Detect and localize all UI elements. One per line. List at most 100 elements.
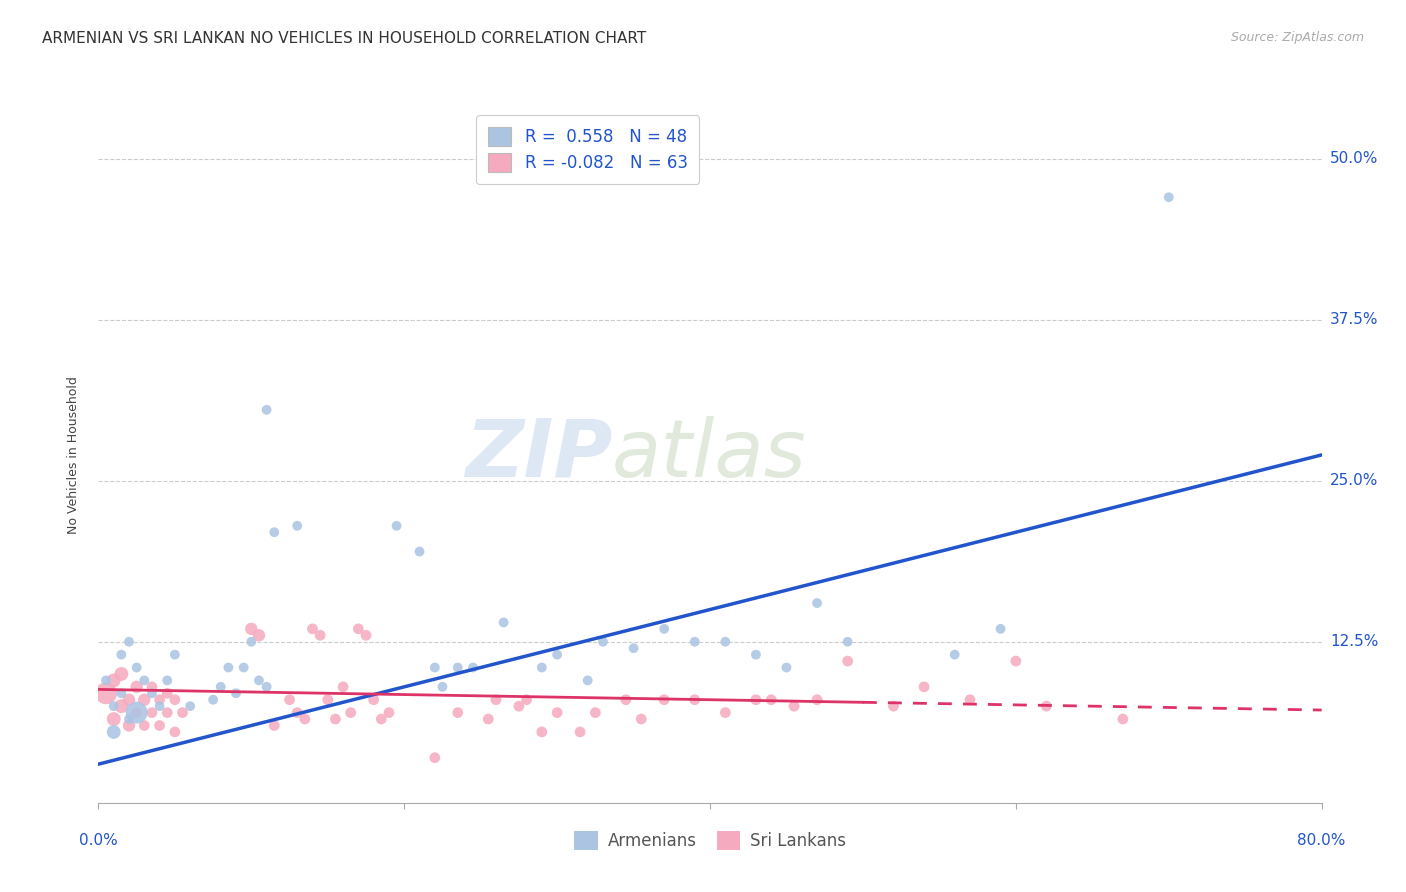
Point [339,706,361,720]
Point [94,673,117,688]
Point [516,692,538,706]
Point [378,706,401,720]
Point [247,628,270,642]
Point [569,725,592,739]
Point [332,680,354,694]
Point [652,692,675,706]
Point [408,544,430,558]
Point [103,699,125,714]
Point [103,673,125,688]
Point [285,706,308,720]
Point [156,686,179,700]
Point [217,660,239,674]
Point [110,648,132,662]
Point [149,718,172,732]
Text: 80.0%: 80.0% [1298,833,1346,848]
Point [1004,654,1026,668]
Point [354,628,377,642]
Point [492,615,515,630]
Point [630,712,652,726]
Point [163,648,186,662]
Point [202,692,225,706]
Point [683,692,706,706]
Point [141,686,163,700]
Point [285,518,308,533]
Point [163,692,186,706]
Point [530,660,553,674]
Point [94,686,117,700]
Point [1035,699,1057,714]
Point [546,706,568,720]
Point [301,622,323,636]
Point [118,712,141,726]
Point [1112,712,1135,726]
Point [347,622,370,636]
Point [141,706,163,720]
Point [447,660,470,674]
Point [309,628,332,642]
Point [745,648,768,662]
Y-axis label: No Vehicles in Household: No Vehicles in Household [67,376,80,533]
Text: ZIP: ZIP [465,416,612,494]
Point [477,712,499,726]
Text: 25.0%: 25.0% [1330,473,1378,488]
Point [837,654,859,668]
Text: 12.5%: 12.5% [1330,634,1378,649]
Point [110,667,132,681]
Point [990,622,1012,636]
Point [370,712,392,726]
Point [775,660,797,674]
Point [278,692,301,706]
Point [614,692,637,706]
Text: 37.5%: 37.5% [1330,312,1378,327]
Point [225,686,247,700]
Point [110,686,132,700]
Point [256,680,278,694]
Text: 0.0%: 0.0% [79,833,118,848]
Point [263,718,285,732]
Point [530,725,553,739]
Point [912,680,935,694]
Point [783,699,806,714]
Point [118,692,141,706]
Point [141,680,163,694]
Point [240,622,263,636]
Point [256,402,278,417]
Point [156,706,179,720]
Point [461,660,484,674]
Point [149,692,172,706]
Point [837,634,859,648]
Point [508,699,530,714]
Point [683,634,706,648]
Point [134,673,156,688]
Point [134,692,156,706]
Point [714,634,737,648]
Point [316,692,339,706]
Point [806,596,828,610]
Point [179,699,201,714]
Point [247,673,270,688]
Point [103,725,125,739]
Point [943,648,966,662]
Point [118,718,141,732]
Point [294,712,316,726]
Text: ARMENIAN VS SRI LANKAN NO VEHICLES IN HOUSEHOLD CORRELATION CHART: ARMENIAN VS SRI LANKAN NO VEHICLES IN HO… [42,31,647,46]
Point [714,706,737,720]
Text: Source: ZipAtlas.com: Source: ZipAtlas.com [1230,31,1364,45]
Point [883,699,905,714]
Point [759,692,782,706]
Point [156,673,179,688]
Legend: Armenians, Sri Lankans: Armenians, Sri Lankans [568,824,852,857]
Point [576,673,599,688]
Text: 50.0%: 50.0% [1330,151,1378,166]
Point [125,706,148,720]
Point [125,660,148,674]
Point [163,725,186,739]
Point [1157,190,1180,204]
Point [263,525,285,540]
Point [325,712,347,726]
Point [209,680,232,694]
Point [423,660,446,674]
Point [118,634,141,648]
Point [806,692,828,706]
